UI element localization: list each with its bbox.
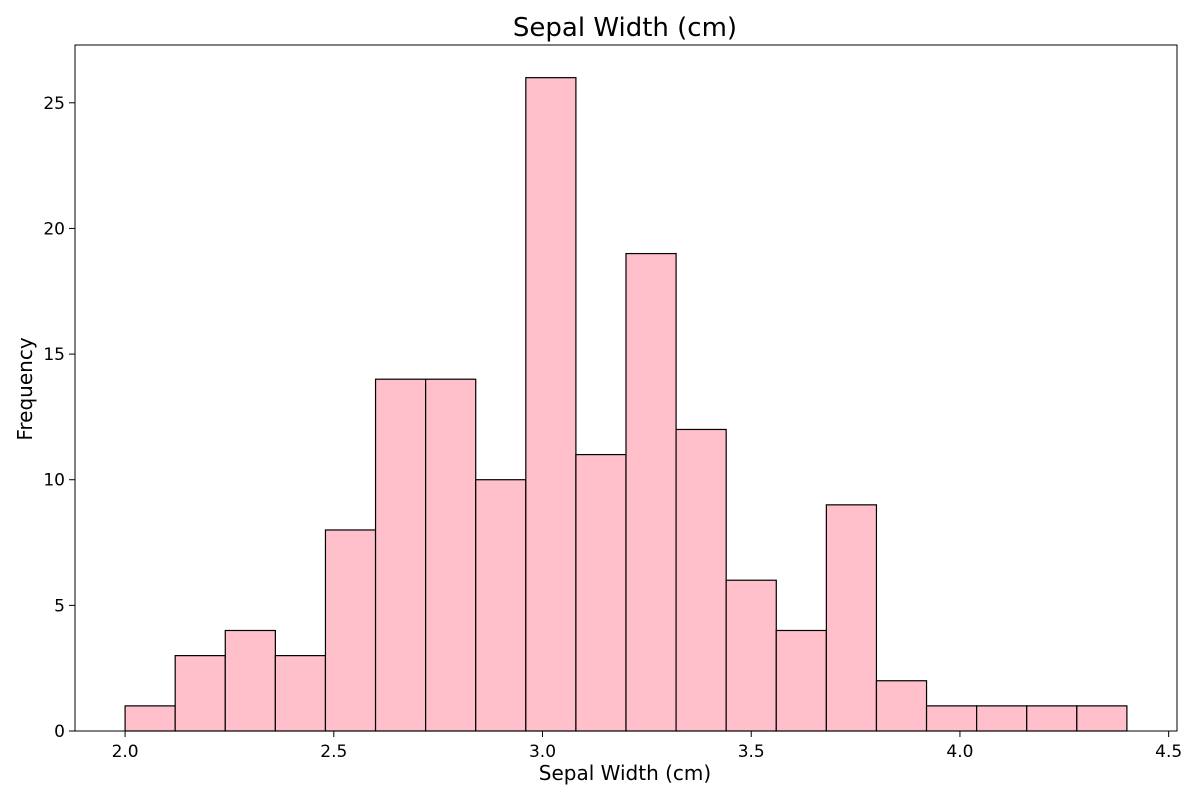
histogram-bar — [976, 705, 1028, 732]
histogram-bar — [625, 252, 677, 732]
y-tick-label: 0 — [54, 722, 65, 742]
histogram-bar — [174, 655, 226, 732]
x-axis-label: Sepal Width (cm) — [539, 761, 711, 785]
histogram-bar — [575, 453, 627, 732]
bars-layer — [124, 77, 1128, 732]
histogram-bar — [1076, 705, 1128, 732]
x-tick-label: 3.5 — [738, 742, 765, 762]
histogram-bar — [725, 579, 777, 732]
histogram-bar — [525, 77, 577, 732]
y-tick-label: 20 — [43, 219, 65, 239]
plot-area-frame — [74, 44, 1178, 732]
histogram-bar — [925, 705, 978, 732]
x-tick-label: 4.0 — [946, 742, 973, 762]
y-axis: 0 5 10 15 20 25 — [43, 94, 75, 742]
histogram-bar — [1026, 705, 1078, 732]
histogram-bar — [825, 504, 878, 732]
y-tick-label: 10 — [43, 471, 65, 491]
x-axis: 2.0 2.5 3.0 3.5 4.0 4.5 — [112, 731, 1182, 762]
histogram-bar — [875, 680, 928, 732]
histogram-bar — [274, 655, 327, 732]
chart-title: Sepal Width (cm) — [513, 13, 737, 43]
y-axis-label: Frequency — [13, 337, 37, 440]
y-tick-label: 5 — [54, 596, 65, 616]
y-tick-label: 15 — [43, 345, 65, 365]
histogram-bar — [124, 705, 176, 732]
x-tick-label: 3.0 — [529, 742, 556, 762]
y-tick-label: 25 — [43, 94, 65, 114]
x-tick-label: 2.5 — [320, 742, 347, 762]
histogram-bar — [475, 479, 527, 732]
histogram-bar — [675, 428, 727, 732]
histogram-bar — [425, 378, 477, 732]
histogram-bar — [775, 629, 827, 732]
histogram-bar — [324, 529, 377, 732]
x-tick-label: 4.5 — [1155, 742, 1182, 762]
histogram-bar — [374, 378, 427, 732]
histogram-bar — [224, 629, 276, 732]
x-tick-label: 2.0 — [112, 742, 139, 762]
